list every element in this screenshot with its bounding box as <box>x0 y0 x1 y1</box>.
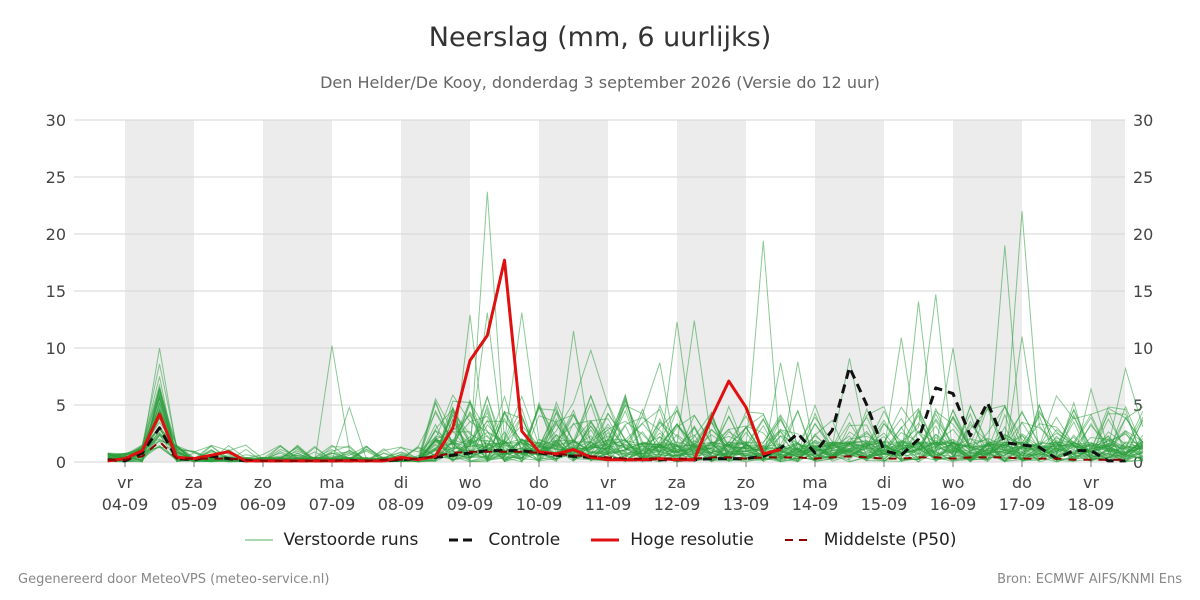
x-tick-label-day: ma <box>802 473 827 492</box>
y-tick-label-left: 20 <box>46 225 66 244</box>
x-tick-label-day: di <box>877 473 892 492</box>
ensemble-run-line <box>107 387 1143 463</box>
x-tick-label-day: vr <box>600 473 616 492</box>
x-tick-label-date: 16-09 <box>930 495 977 514</box>
x-tick-label-date: 09-09 <box>447 495 494 514</box>
footer-generator: Gegenereerd door MeteoVPS (meteo-service… <box>18 572 330 587</box>
x-tick-label-day: wo <box>942 473 965 492</box>
x-tick-label-date: 15-09 <box>861 495 908 514</box>
ensemble-run-line <box>107 393 1144 463</box>
x-tick-label-day: do <box>1012 473 1032 492</box>
x-tick-label-day: za <box>185 473 203 492</box>
chart-legend: Verstoorde runs Controle Hoge resolutie … <box>0 530 1200 550</box>
x-tick-label-day: zo <box>737 473 755 492</box>
chart-title: Neerslag (mm, 6 uurlijks) <box>428 22 772 53</box>
x-tick-label-day: za <box>668 473 686 492</box>
legend-label-control: Controle <box>488 530 561 550</box>
legend-swatch-median <box>784 539 813 541</box>
y-tick-label-left: 5 <box>56 396 66 415</box>
x-tick-label-date: 14-09 <box>792 495 839 514</box>
y-tick-label-left: 25 <box>46 168 66 187</box>
x-tick-label-date: 12-09 <box>654 495 701 514</box>
x-tick-label-date: 18-09 <box>1068 495 1115 514</box>
legend-item-ensemble: Verstoorde runs <box>244 530 419 550</box>
x-tick-label-date: 04-09 <box>102 495 149 514</box>
ensemble-run-line <box>107 412 1144 463</box>
legend-item-median: Middelste (P50) <box>784 530 957 550</box>
ensemble-run-line <box>107 383 1144 463</box>
y-tick-label-right: 15 <box>1133 282 1153 301</box>
legend-swatch-control <box>449 538 478 542</box>
x-tick-label-date: 13-09 <box>723 495 770 514</box>
x-tick-label-day: vr <box>1083 473 1099 492</box>
y-tick-label-left: 15 <box>46 282 66 301</box>
x-tick-label-day: wo <box>459 473 482 492</box>
x-tick-label-day: vr <box>117 473 133 492</box>
y-tick-label-right: 10 <box>1133 339 1153 358</box>
y-tick-label-right: 30 <box>1133 111 1153 130</box>
y-tick-label-left: 0 <box>56 453 66 472</box>
x-tick-label-date: 17-09 <box>999 495 1046 514</box>
y-tick-label-right: 25 <box>1133 168 1153 187</box>
x-tick-label-day: ma <box>319 473 344 492</box>
x-tick-label-date: 10-09 <box>516 495 563 514</box>
legend-swatch-hires <box>591 538 620 542</box>
y-tick-label-right: 0 <box>1133 453 1143 472</box>
y-tick-label-right: 20 <box>1133 225 1153 244</box>
chart-subtitle: Den Helder/De Kooy, donderdag 3 septembe… <box>320 73 880 92</box>
x-tick-label-date: 08-09 <box>378 495 425 514</box>
y-tick-label-left: 10 <box>46 339 66 358</box>
x-tick-label-date: 06-09 <box>240 495 287 514</box>
x-tick-label-date: 11-09 <box>585 495 632 514</box>
x-tick-label-day: zo <box>254 473 272 492</box>
y-tick-label-right: 5 <box>1133 396 1143 415</box>
legend-label-median: Middelste (P50) <box>823 530 957 550</box>
legend-swatch-ensemble <box>244 539 273 541</box>
x-tick-label-date: 07-09 <box>309 495 356 514</box>
legend-item-control: Controle <box>448 530 560 550</box>
series-line-middelste-p50- <box>107 440 1126 462</box>
footer-source: Bron: ECMWF AIFS/KNMI Ens <box>997 572 1182 587</box>
x-tick-label-date: 05-09 <box>171 495 218 514</box>
legend-label-hires: Hoge resolutie <box>630 530 754 550</box>
legend-item-hires: Hoge resolutie <box>590 530 754 550</box>
x-tick-label-day: di <box>394 473 409 492</box>
legend-label-ensemble: Verstoorde runs <box>283 530 419 550</box>
x-tick-label-day: do <box>529 473 549 492</box>
y-tick-label-left: 30 <box>46 111 66 130</box>
